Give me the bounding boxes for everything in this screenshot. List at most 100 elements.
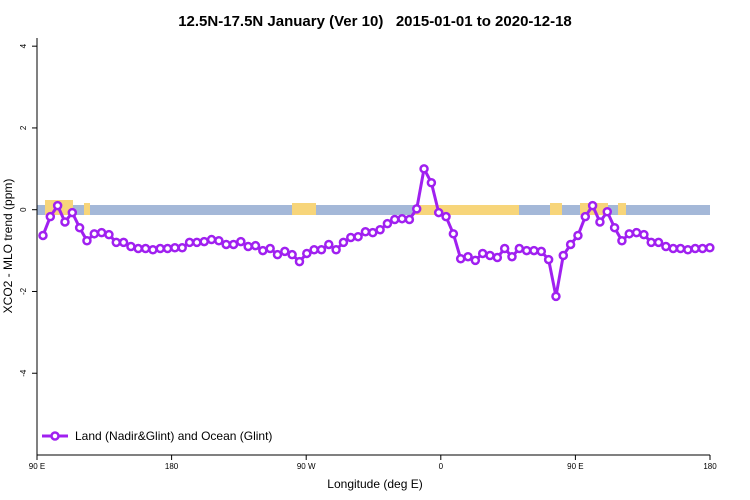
data-point (646, 237, 656, 248)
data-point (338, 237, 349, 248)
data-point (617, 236, 627, 246)
data-point (653, 237, 664, 248)
data-point (206, 234, 217, 245)
data-point (389, 214, 400, 225)
data-point (243, 241, 253, 252)
data-point (609, 222, 620, 233)
data-point (683, 245, 693, 255)
data-point (104, 229, 114, 240)
data-point (397, 213, 407, 224)
data-point (60, 217, 70, 227)
land-patch (84, 203, 90, 215)
legend-label: Land (Nadir&Glint) and Ocean (Glint) (75, 429, 272, 443)
data-point (258, 245, 268, 256)
data-point (492, 252, 503, 263)
data-point (565, 239, 576, 250)
data-point (675, 243, 686, 254)
data-point (668, 243, 678, 254)
data-point (529, 245, 539, 256)
data-point (265, 243, 275, 254)
land-patch (550, 203, 562, 215)
legend-marker (50, 431, 60, 441)
data-point (705, 242, 715, 253)
x-tick-label: 180 (703, 462, 717, 471)
y-tick-label: -4 (19, 369, 28, 377)
data-point (690, 243, 700, 254)
data-point (302, 248, 312, 259)
data-point (580, 211, 591, 222)
data-point (170, 242, 180, 253)
x-tick-label: 180 (165, 462, 179, 471)
data-point (118, 237, 129, 248)
data-point (499, 243, 510, 254)
data-point (45, 211, 56, 222)
data-point (155, 243, 165, 254)
data-point (38, 230, 48, 241)
y-tick-label: 0 (19, 207, 28, 212)
data-point (316, 245, 327, 255)
x-tick-label: 90 E (567, 462, 583, 471)
x-axis-label: Longitude (deg E) (327, 477, 422, 491)
data-point (661, 241, 671, 252)
data-point (324, 239, 334, 250)
data-point (485, 250, 495, 261)
data-point (697, 243, 708, 254)
data-point (404, 214, 415, 225)
data-point (89, 229, 100, 239)
data-point (236, 236, 246, 247)
data-point (199, 236, 209, 247)
data-point (287, 249, 297, 260)
data-point (514, 243, 525, 254)
data-point (587, 200, 598, 211)
data-point (521, 245, 532, 256)
data-point (221, 239, 231, 250)
data-point (433, 207, 444, 218)
data-point (52, 200, 63, 211)
data-point (419, 164, 429, 174)
x-tick-label: 90 W (297, 462, 316, 471)
data-point (96, 227, 107, 238)
data-point (184, 237, 195, 248)
data-point (448, 229, 459, 239)
land-patch (618, 203, 626, 215)
data-point (294, 256, 305, 267)
data-point (126, 241, 136, 252)
data-point (346, 232, 356, 243)
data-point (140, 243, 151, 254)
data-point (309, 245, 319, 255)
y-axis-label: XCO2 - MLO trend (ppm) (1, 179, 15, 314)
data-point (67, 207, 78, 218)
data-point (507, 251, 517, 262)
data-point (543, 254, 554, 265)
data-point (82, 236, 92, 246)
data-point (426, 177, 437, 188)
x-tick-label: 0 (439, 462, 444, 471)
data-point (375, 224, 385, 235)
data-point (353, 231, 363, 242)
x-tick-label: 90 E (29, 462, 45, 471)
data-point (272, 249, 283, 260)
data-point (639, 229, 649, 240)
data-point (573, 230, 583, 241)
data-point (177, 242, 187, 253)
data-point (360, 227, 371, 237)
land-patch (415, 205, 505, 215)
land-ocean-band (37, 200, 710, 215)
data-point (463, 251, 473, 262)
data-point (133, 243, 143, 254)
data-point (162, 243, 173, 254)
data-point (624, 229, 634, 239)
data-point (228, 239, 239, 250)
data-point (382, 218, 393, 229)
y-tick-label: -2 (19, 287, 28, 295)
data-point (558, 250, 569, 261)
data-point (595, 217, 605, 227)
data-point (477, 248, 488, 259)
data-point (441, 211, 451, 222)
data-point (192, 237, 202, 248)
data-point (74, 222, 85, 233)
data-point (411, 204, 422, 214)
y-tick-label: 2 (19, 125, 28, 130)
data-point (455, 254, 466, 264)
